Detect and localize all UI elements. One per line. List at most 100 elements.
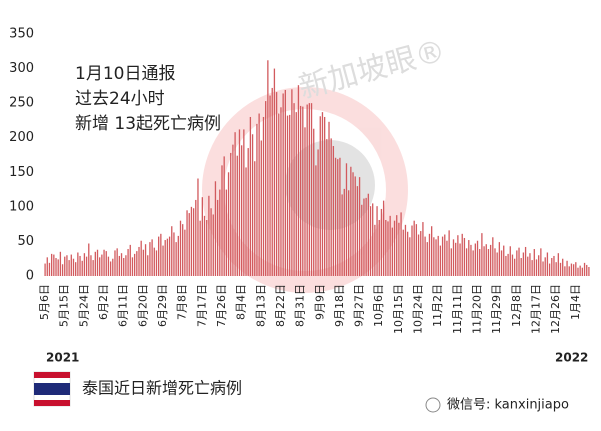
bar: [214, 181, 217, 276]
bar: [77, 252, 79, 276]
bar: [293, 103, 295, 277]
bar: [112, 258, 114, 276]
bar: [153, 247, 155, 276]
bar: [317, 149, 319, 276]
bar: [147, 255, 149, 276]
bar: [297, 85, 300, 276]
x-tick-label: 11月2日: [431, 284, 444, 327]
bar: [487, 249, 490, 276]
bar: [188, 213, 190, 276]
bar: [557, 253, 559, 276]
bar: [85, 256, 88, 276]
bar: [109, 261, 112, 276]
bar: [374, 224, 376, 276]
bar: [271, 87, 273, 276]
x-tick-label: 7月8日: [176, 284, 189, 320]
bar: [572, 264, 575, 276]
bar: [197, 178, 199, 276]
x-tick-label: 12月17日: [529, 284, 542, 334]
bar: [503, 245, 505, 276]
bar: [64, 256, 66, 276]
bar: [481, 233, 483, 276]
bar: [278, 113, 280, 276]
bar: [304, 127, 306, 276]
bar: [433, 237, 435, 276]
bar: [551, 258, 553, 276]
bar: [540, 248, 542, 276]
bar: [203, 215, 206, 276]
bar: [107, 256, 110, 276]
bar: [538, 255, 540, 276]
bar: [116, 248, 118, 276]
bar: [577, 267, 579, 276]
bar: [210, 208, 212, 276]
bar: [92, 260, 94, 276]
bar: [186, 210, 188, 276]
bar: [310, 103, 313, 277]
watermark-text: 新加坡眼®: [295, 33, 449, 106]
bar: [216, 199, 219, 276]
bar: [472, 250, 474, 276]
bar: [548, 263, 551, 276]
x-tick-label: 8月22日: [274, 284, 287, 327]
bar: [72, 258, 75, 276]
bar: [441, 236, 444, 276]
bar: [140, 240, 142, 276]
x-tick-label: 10月24日: [412, 284, 425, 334]
bar: [489, 244, 492, 276]
bar: [516, 250, 518, 276]
bar: [66, 255, 68, 276]
bar: [426, 242, 428, 276]
bar: [365, 197, 367, 276]
bar: [48, 262, 51, 276]
bar: [387, 221, 389, 276]
bar: [520, 258, 522, 276]
bar: [245, 167, 247, 276]
y-tick-label: 250: [9, 96, 34, 111]
bar: [206, 219, 208, 276]
bar: [118, 255, 121, 276]
bar: [544, 257, 546, 276]
bar: [428, 233, 431, 276]
bar: [367, 193, 369, 276]
bar: [83, 253, 86, 276]
bar: [575, 262, 577, 276]
x-tick-label: 10月15日: [392, 284, 405, 334]
bar: [151, 239, 153, 276]
bar: [158, 236, 160, 276]
bar: [136, 251, 138, 276]
bar: [269, 95, 271, 276]
bar: [308, 103, 311, 277]
year-label: 2021: [46, 351, 79, 365]
bar: [321, 112, 324, 276]
bar: [348, 190, 350, 276]
bar: [282, 93, 284, 276]
bar: [120, 253, 123, 276]
bar: [295, 112, 297, 276]
bar: [247, 148, 249, 276]
bar: [437, 235, 439, 276]
wechat-icon: [425, 397, 441, 413]
bar: [166, 238, 169, 276]
bar: [160, 233, 162, 276]
bar: [339, 157, 341, 276]
bar: [190, 206, 193, 276]
x-tick-label: 5月24日: [77, 284, 90, 327]
bar: [448, 230, 450, 276]
bar: [389, 215, 391, 276]
bar: [343, 188, 345, 276]
bar: [330, 138, 332, 276]
bar: [531, 260, 533, 276]
bar: [144, 244, 147, 276]
bar: [149, 242, 151, 276]
bar: [479, 249, 481, 276]
bar: [350, 166, 352, 276]
x-tick-label: 6月29日: [156, 284, 169, 327]
bar: [326, 139, 328, 276]
x-tick-label: 10月6日: [372, 284, 385, 327]
x-tick-label: 1月4日: [569, 284, 582, 320]
bar: [509, 246, 511, 276]
bar: [457, 235, 459, 276]
bar: [337, 159, 339, 276]
